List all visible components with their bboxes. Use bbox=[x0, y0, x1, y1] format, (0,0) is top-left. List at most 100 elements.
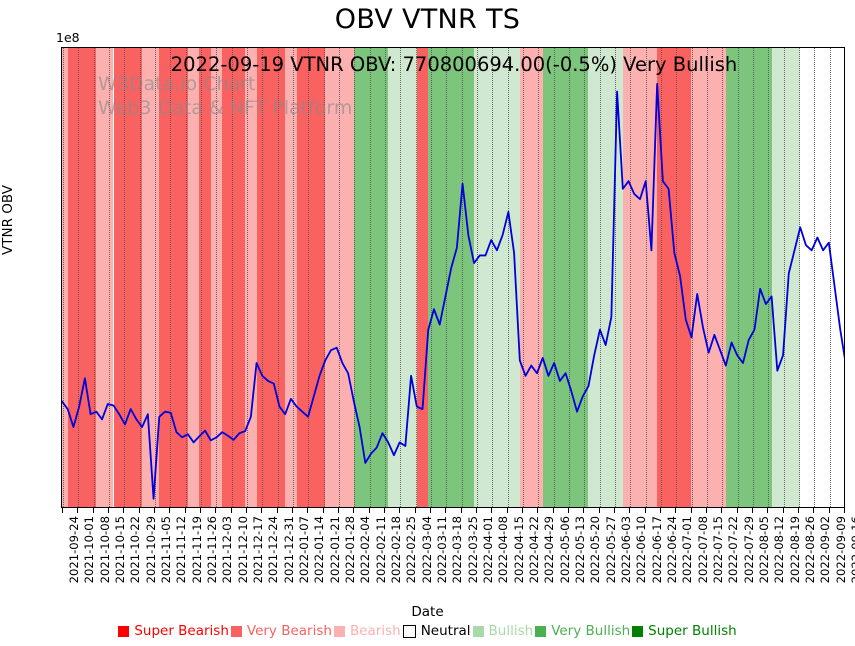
x-axis-tick-mark bbox=[522, 508, 523, 513]
x-axis-tick-label: 2021-11-05 bbox=[159, 516, 173, 584]
gridline bbox=[431, 48, 432, 507]
x-axis-tick-label: 2022-06-24 bbox=[665, 516, 679, 584]
x-axis-tick-mark bbox=[752, 508, 753, 513]
x-axis-tick-label: 2022-09-16 bbox=[849, 516, 855, 584]
x-axis-tick-label: 2021-10-29 bbox=[143, 516, 158, 584]
x-axis-tick-mark bbox=[552, 508, 554, 513]
page-title: OBV VTNR TS bbox=[334, 4, 521, 35]
x-axis-tick-mark bbox=[583, 508, 585, 513]
x-axis-tick-mark bbox=[629, 508, 631, 513]
gridline bbox=[78, 48, 80, 507]
x-axis-tick-mark bbox=[445, 508, 447, 513]
x-axis-tick-mark bbox=[261, 508, 263, 513]
x-axis-tick-mark bbox=[246, 508, 247, 513]
legend-label: Neutral bbox=[420, 623, 471, 639]
sentiment-band bbox=[428, 48, 474, 507]
gridline bbox=[829, 48, 831, 507]
x-axis-tick-mark bbox=[154, 508, 155, 513]
x-axis-tick-label: 2021-11-12 bbox=[174, 516, 189, 584]
gridline bbox=[615, 48, 616, 507]
x-axis-tick-label: 2021-11-26 bbox=[205, 516, 219, 584]
x-axis-tick-mark bbox=[782, 508, 784, 513]
gridline bbox=[93, 48, 95, 507]
legend-swatch bbox=[535, 625, 547, 637]
y-axis-offset-label: 1e8 bbox=[56, 30, 80, 45]
x-axis-tick-mark bbox=[322, 508, 324, 513]
gridline bbox=[523, 48, 524, 507]
x-axis-tick-label: 2021-09-24 bbox=[67, 516, 81, 584]
x-axis-tick-mark bbox=[614, 508, 615, 513]
x-axis-tick-label: 2022-09-02 bbox=[818, 516, 833, 584]
x-axis-tick-label: 2022-01-21 bbox=[327, 516, 342, 584]
sentiment-band bbox=[542, 48, 589, 507]
sentiment-band bbox=[657, 48, 692, 507]
x-axis-tick-label: 2022-03-18 bbox=[450, 516, 465, 584]
x-axis-tick-label: 2022-04-29 bbox=[542, 516, 557, 584]
x-axis-tick-label: 2022-01-07 bbox=[297, 516, 311, 584]
x-axis-tick-label: 2021-11-19 bbox=[189, 516, 204, 584]
x-axis-tick-label: 2022-05-27 bbox=[603, 516, 618, 584]
x-axis-tick-label: 2021-10-22 bbox=[128, 516, 143, 584]
sentiment-band bbox=[142, 48, 160, 507]
x-axis-tick-mark bbox=[230, 508, 232, 513]
x-axis-label: Date bbox=[411, 604, 444, 620]
x-axis-tick-mark bbox=[813, 508, 815, 513]
sentiment-band bbox=[771, 48, 801, 507]
x-axis-tick-mark bbox=[62, 508, 63, 513]
legend-swatch bbox=[230, 625, 242, 637]
x-axis-tick-mark bbox=[798, 508, 799, 513]
plot-area: W3Data.io Chart Web3 Data & NFT Platform… bbox=[61, 47, 845, 508]
x-axis-tick-label: 2022-05-20 bbox=[588, 516, 603, 584]
x-axis-tick-label: 2022-07-08 bbox=[695, 516, 710, 584]
legend-label: Super Bearish bbox=[134, 623, 229, 639]
gridline bbox=[201, 48, 202, 507]
legend-swatch bbox=[118, 625, 130, 637]
x-axis-tick-label: 2022-03-25 bbox=[465, 516, 480, 584]
legend-item[interactable]: Neutral bbox=[402, 623, 471, 639]
x-axis-tick-label: 2022-06-03 bbox=[619, 516, 633, 584]
gridline bbox=[477, 48, 478, 507]
x-axis-tick-mark bbox=[108, 508, 109, 513]
x-axis-tick-label: 2022-08-05 bbox=[757, 516, 771, 584]
x-axis-tick-mark bbox=[338, 508, 339, 513]
legend-label: Super Bullish bbox=[648, 623, 737, 639]
legend-swatch bbox=[632, 625, 644, 637]
legend-item[interactable]: Very Bullish bbox=[535, 623, 630, 639]
x-axis-tick-label: 2022-03-11 bbox=[435, 516, 449, 584]
gridline bbox=[415, 48, 417, 507]
gridline bbox=[538, 48, 540, 507]
x-axis-tick-mark bbox=[506, 508, 508, 513]
x-axis-tick-label: 2022-04-01 bbox=[481, 516, 495, 584]
legend-swatch bbox=[333, 625, 345, 637]
x-axis-tick-label: 2022-04-15 bbox=[511, 516, 526, 584]
gridline bbox=[707, 48, 708, 507]
gridline bbox=[63, 48, 64, 507]
x-axis-tick-mark bbox=[169, 508, 171, 513]
legend-item[interactable]: Super Bearish bbox=[118, 623, 229, 639]
sentiment-band bbox=[256, 48, 286, 507]
x-axis-tick-mark bbox=[706, 508, 707, 513]
gridline bbox=[599, 48, 601, 507]
x-axis-tick-mark bbox=[292, 508, 293, 513]
x-axis-tick-mark bbox=[644, 508, 646, 513]
legend-item[interactable]: Bullish bbox=[472, 623, 534, 639]
gridline bbox=[262, 48, 264, 507]
gridline bbox=[124, 48, 126, 507]
legend-item[interactable]: Very Bearish bbox=[230, 623, 332, 639]
x-axis-tick-label: 2022-03-04 bbox=[419, 516, 434, 584]
x-axis-tick-mark bbox=[476, 508, 477, 513]
gridline bbox=[185, 48, 187, 507]
legend-label: Very Bullish bbox=[551, 623, 631, 639]
legend-item[interactable]: Super Bullish bbox=[632, 623, 737, 639]
legend-item[interactable]: Bearish bbox=[333, 623, 401, 639]
x-axis-tick-label: 2022-02-25 bbox=[404, 516, 419, 584]
sentiment-band bbox=[691, 48, 726, 507]
x-axis-tick-mark bbox=[430, 508, 431, 513]
gridline bbox=[277, 48, 279, 507]
x-axis-tick-label: 2022-04-22 bbox=[527, 516, 541, 584]
x-axis-tick-mark bbox=[736, 508, 738, 513]
legend-label: Bullish bbox=[488, 623, 534, 639]
x-axis-tick-mark bbox=[491, 508, 493, 513]
sentiment-band bbox=[67, 48, 97, 507]
